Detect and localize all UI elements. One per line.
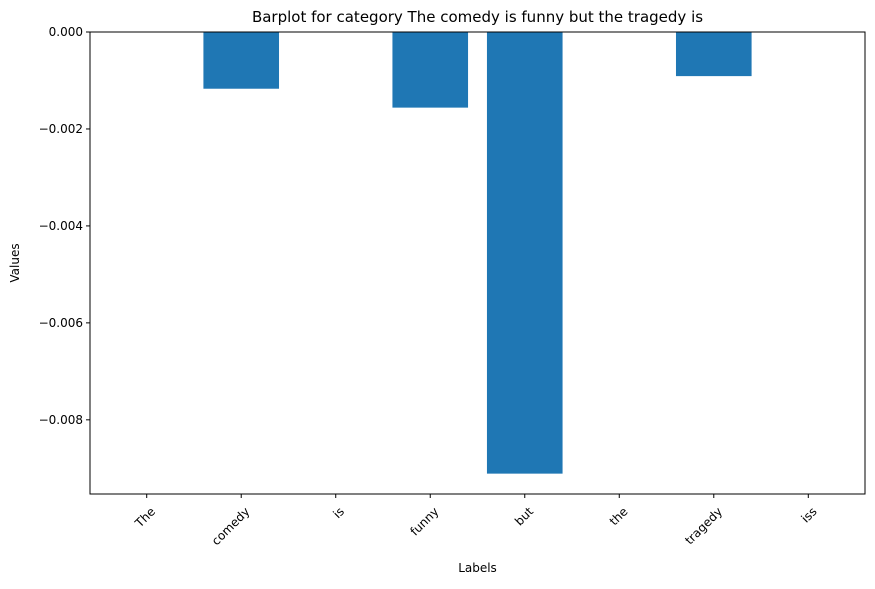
bars-group — [203, 32, 752, 474]
bar-tragedy — [675, 32, 752, 77]
plot-frame — [89, 31, 866, 495]
bar-but — [486, 32, 563, 474]
y-tick-label: −0.002 — [39, 122, 83, 136]
bar-comedy — [203, 32, 280, 89]
y-tick-label: −0.006 — [39, 316, 83, 330]
y-tick-label: −0.008 — [39, 413, 83, 427]
chart-title: Barplot for category The comedy is funny… — [252, 8, 703, 26]
x-axis-title: Labels — [458, 561, 497, 575]
y-ticks-group: 0.000 −0.002 −0.004 −0.006 −0.008 — [39, 25, 90, 427]
y-tick-label: −0.004 — [39, 219, 83, 233]
y-tick-label: 0.000 — [49, 25, 83, 39]
y-axis-title: Values — [8, 243, 22, 282]
bar-funny — [392, 32, 469, 108]
